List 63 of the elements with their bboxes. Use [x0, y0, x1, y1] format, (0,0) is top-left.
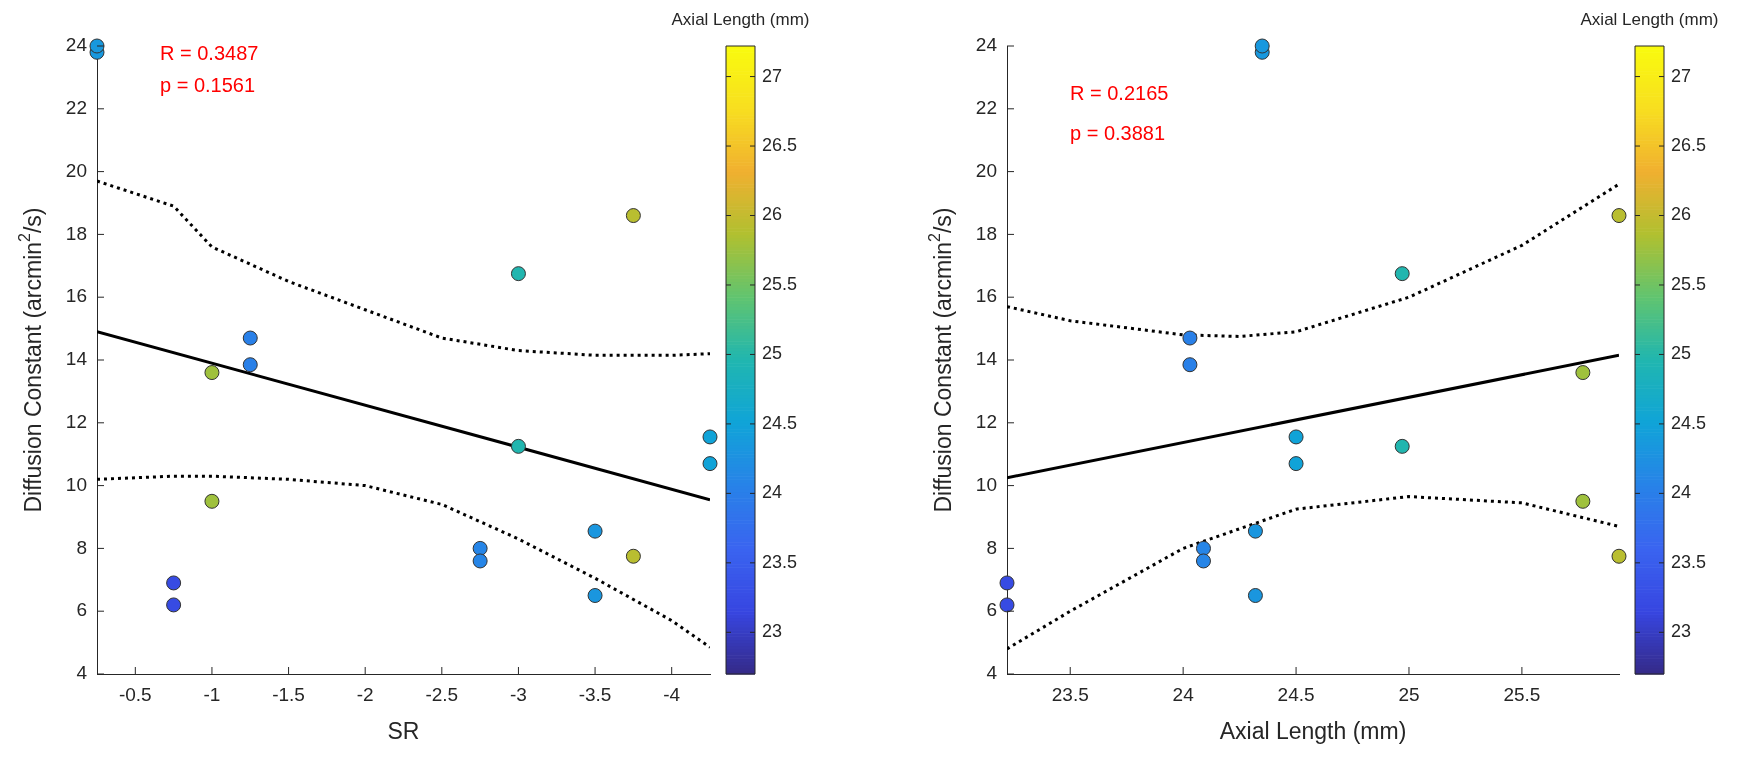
y-tick-label: 18 — [975, 222, 997, 244]
x-axis-title: Axial Length (mm) — [1219, 717, 1407, 744]
color-bar-label: 25.5 — [762, 273, 798, 294]
color-bar-label: 23.5 — [1671, 551, 1707, 572]
x-tick-label: -1 — [203, 683, 221, 705]
x-tick-label: -2 — [356, 683, 374, 705]
x-tick-label: -1.5 — [272, 683, 305, 705]
annotation: p = 0.1561 — [160, 73, 256, 96]
color-bar-label: 26.5 — [762, 135, 798, 155]
y-tick-label: 20 — [975, 159, 997, 181]
y-tick-label: 14 — [975, 348, 998, 370]
color-bar-label: 27 — [1671, 65, 1692, 86]
y-tick-label: 24 — [975, 34, 998, 56]
y-tick-label: 22 — [975, 97, 997, 119]
x-tick-label: 24.5 — [1277, 683, 1315, 705]
y-axis-title: Diffusion Constant (arcmin2/s) — [16, 207, 47, 513]
x-tick-label: 25.5 — [1503, 683, 1541, 705]
y-tick-label: 4 — [986, 662, 998, 684]
y-tick-label: 14 — [65, 348, 88, 370]
y-tick-label: 20 — [65, 159, 87, 181]
color-bar-label: 26 — [1671, 204, 1692, 225]
color-bar-label: 23 — [762, 621, 783, 642]
y-tick-label: 24 — [65, 34, 88, 56]
annotation: R = 0.3487 — [160, 41, 259, 64]
y-tick-label: 10 — [65, 473, 87, 495]
y-tick-label: 12 — [65, 411, 87, 433]
x-tick-label: 23.5 — [1051, 683, 1089, 705]
y-tick-label: 12 — [975, 411, 997, 433]
x-tick-label: -0.5 — [118, 683, 152, 705]
color-bar-label: 26 — [762, 204, 783, 225]
y-tick-label: 6 — [986, 599, 997, 621]
color-bar-label: 26.5 — [1671, 135, 1707, 155]
y-axis-title: Diffusion Constant (arcmin2/s) — [926, 207, 957, 513]
color-bar-label: 24.5 — [762, 412, 798, 433]
y-tick-label: 4 — [76, 662, 88, 684]
y-tick-label: 18 — [65, 222, 87, 244]
y-tick-label: 6 — [76, 599, 87, 621]
color-bar-label: 25.5 — [1671, 273, 1707, 294]
annotation: R = 0.2165 — [1070, 81, 1169, 104]
x-axis-title: SR — [387, 717, 420, 744]
x-tick-label: 24 — [1172, 683, 1195, 705]
color-bar-label: 23.5 — [762, 551, 798, 572]
color-bar-label: 23 — [1671, 621, 1692, 642]
color-bar-title: Axial Length (mm) — [1580, 9, 1719, 29]
y-tick-label: 8 — [76, 536, 87, 558]
y-tick-label: 16 — [975, 285, 997, 307]
color-bar-label: 27 — [762, 65, 783, 86]
x-tick-label: 25 — [1398, 683, 1420, 705]
x-tick-label: -2.5 — [425, 683, 459, 705]
color-bar-label: 24.5 — [1671, 412, 1707, 433]
x-tick-label: -3 — [509, 683, 527, 705]
color-bar-label: 25 — [762, 343, 783, 364]
color-bar-label: 24 — [1671, 482, 1692, 503]
x-tick-label: -3.5 — [578, 683, 612, 705]
y-tick-label: 22 — [65, 97, 87, 119]
annotation: p = 0.3881 — [1070, 121, 1166, 144]
y-tick-label: 8 — [986, 536, 997, 558]
color-bar-label: 25 — [1671, 343, 1692, 364]
color-bar-title: Axial Length (mm) — [671, 9, 810, 29]
y-tick-label: 10 — [975, 473, 997, 495]
x-tick-label: -4 — [663, 683, 681, 705]
color-bar-label: 24 — [762, 482, 783, 503]
y-tick-label: 16 — [65, 285, 87, 307]
